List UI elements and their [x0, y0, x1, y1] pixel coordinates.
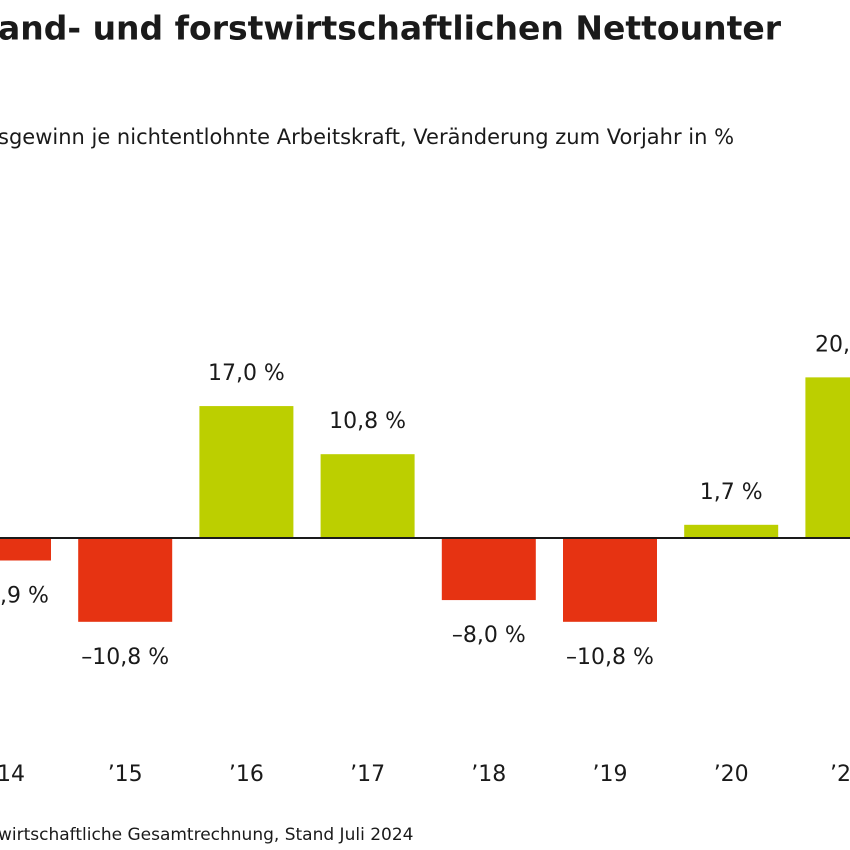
x-tick-label: ’2 [830, 762, 850, 787]
bar [78, 538, 173, 622]
bar [320, 454, 415, 538]
bars [0, 377, 850, 622]
x-tick-label: 14 [0, 762, 25, 787]
value-label: ,9 % [0, 584, 49, 609]
bar [441, 538, 536, 601]
bar [805, 377, 850, 538]
bar [0, 538, 51, 561]
chart-title: and- und forstwirtschaftlichen Nettounte… [0, 9, 782, 48]
x-tick-label: ’16 [229, 762, 264, 787]
x-tick-label: ’15 [108, 762, 143, 787]
x-tick-label: ’20 [714, 762, 749, 787]
bar [199, 406, 294, 538]
value-label: –8,0 % [452, 623, 526, 648]
value-label: –10,8 % [81, 645, 169, 670]
x-tick-label: ’18 [471, 762, 506, 787]
value-label: 17,0 % [208, 361, 285, 386]
chart-subtitle: sgewinn je nichtentlohnte Arbeitskraft, … [0, 125, 734, 149]
x-tick-label: ’17 [350, 762, 385, 787]
value-label: –10,8 % [566, 645, 654, 670]
source-note: wirtschaftliche Gesamtrechnung, Stand Ju… [0, 825, 413, 845]
value-label: 20, [815, 332, 850, 357]
x-tick-label: ’19 [593, 762, 628, 787]
value-label: 10,8 % [329, 409, 406, 434]
bar [563, 538, 657, 622]
value-label: 1,7 % [700, 480, 763, 505]
bar [684, 524, 779, 538]
